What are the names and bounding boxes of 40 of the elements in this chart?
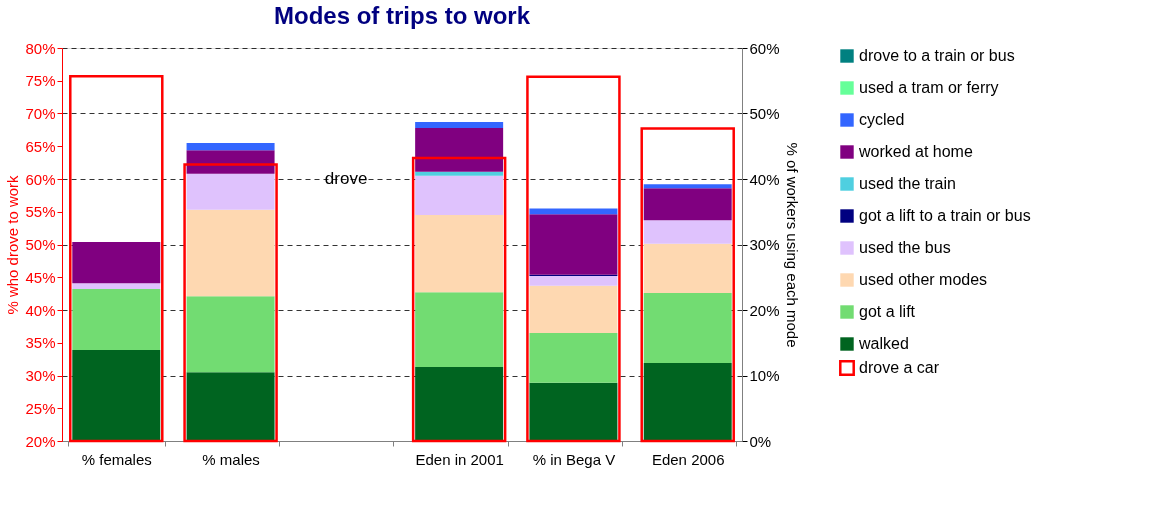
y2-tick-label: 40%: [749, 170, 780, 188]
y-tick-label: 40%: [25, 301, 56, 319]
legend-label: used the train: [859, 175, 956, 192]
y2-tick-label: 30%: [749, 236, 780, 253]
legend-label: drove a car: [859, 359, 940, 376]
y2-axis-title: % of workers using each mode: [783, 142, 801, 348]
y-tick-label: 35%: [25, 334, 56, 352]
legend-label: got a lift to a train or bus: [859, 207, 1031, 224]
legend-label: drove to a train or bus: [859, 47, 1015, 64]
y-tick-label: 70%: [25, 105, 56, 122]
legend-label: cycled: [859, 111, 905, 128]
legend-label: got a lift: [859, 303, 916, 320]
x-tick-label: % males: [202, 450, 260, 468]
y2-tick-label: 60%: [749, 39, 780, 57]
y-tick-label: 25%: [25, 399, 56, 417]
legend-label: used other modes: [859, 271, 988, 288]
y2-tick-label: 0%: [749, 432, 772, 450]
legend-label: worked at home: [858, 143, 973, 160]
x-tick-label: % females: [81, 450, 152, 468]
legend-label: used a tram or ferry: [859, 79, 999, 96]
x-tick-label: Eden in 2001: [415, 450, 504, 468]
y-tick-label: 65%: [25, 137, 56, 155]
y2-tick-label: 20%: [749, 301, 780, 319]
y-tick-label: 20%: [25, 432, 56, 450]
legend-label: walked: [858, 335, 909, 352]
y-tick-label: 60%: [25, 170, 56, 188]
annotation: drove: [324, 169, 368, 188]
y-tick-label: 55%: [25, 203, 56, 221]
y2-tick-label: 10%: [749, 367, 780, 384]
y-tick-label: 30%: [25, 367, 56, 384]
y-tick-label: 75%: [25, 72, 56, 90]
y-tick-label: 45%: [25, 268, 56, 286]
x-tick-label: Eden 2006: [651, 450, 725, 468]
legend-label: used the bus: [859, 239, 951, 256]
x-tick-label: % in Bega V: [532, 450, 616, 468]
chart-title: Modes of trips to work: [273, 2, 531, 29]
y-tick-label: 80%: [25, 39, 56, 57]
y2-tick-label: 50%: [749, 105, 780, 122]
y-tick-label: 50%: [25, 236, 56, 253]
y-axis-title: % who drove to work: [4, 174, 22, 315]
